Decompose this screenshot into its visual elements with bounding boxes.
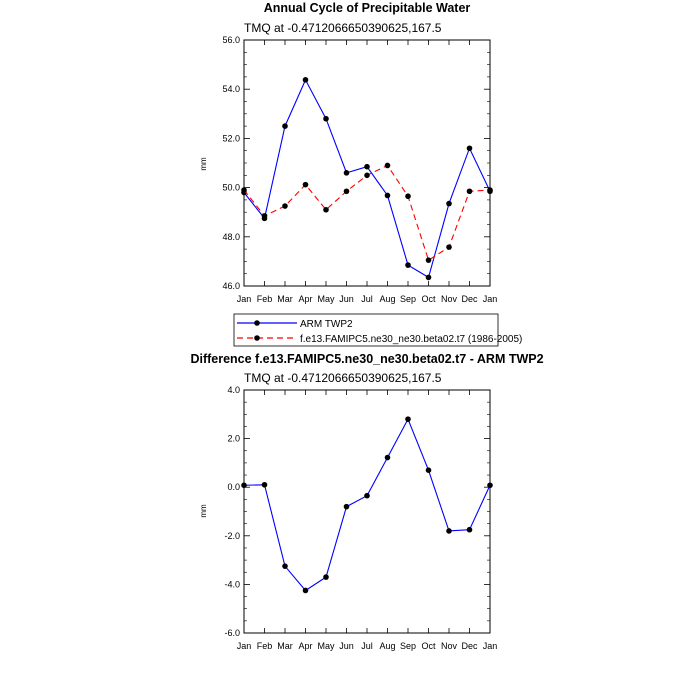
legend-label-arm: ARM TWP2 — [300, 319, 353, 330]
top-chart-series-0-point — [343, 170, 350, 176]
legend-box — [233, 313, 499, 347]
top-chart-xtick-label: Jul — [361, 294, 373, 304]
top-chart-series-0-point — [446, 200, 452, 207]
bottom-chart-xtick-label: Jan — [483, 641, 498, 651]
top-chart-series-0-point — [282, 123, 288, 129]
top-chart-ylabel: mm — [199, 157, 208, 171]
bottom-chart-subtitle: TMQ at -0.4712066650390625,167.5 — [244, 371, 442, 385]
top-chart-ytick-label: 56.0 — [222, 35, 240, 45]
bottom-chart-ytick-label: -6.0 — [224, 628, 240, 638]
top-chart-plot: Jan Feb Mar Apr May Jun Jul Aug Sep Oct Nov Dec Jan 4… — [222, 35, 497, 304]
top-chart-series-1-point — [446, 244, 452, 250]
top-chart-xtick-label: Nov — [441, 294, 458, 304]
top-chart-series-0-point — [302, 77, 309, 83]
bottom-chart-xtick-label: Jan — [237, 641, 252, 651]
top-chart-series-0-point — [405, 262, 411, 268]
bottom-chart-xtick-label: Oct — [421, 641, 436, 651]
top-chart-xtick-label: Mar — [277, 294, 293, 304]
top-chart-frame — [243, 39, 491, 287]
top-chart-xtick-label: Jan — [483, 294, 498, 304]
bottom-chart-ytick-label: 0.0 — [227, 482, 240, 492]
bottom-chart-series-0-point — [364, 492, 370, 499]
top-chart-ytick-label: 52.0 — [222, 133, 240, 143]
bottom-chart-xtick-label: Nov — [441, 641, 458, 651]
bottom-chart-ylabel: mm — [199, 504, 208, 518]
legend-label-model: f.e13.FAMIPC5.ne30_ne30.beta02.t7 (1986-… — [300, 334, 522, 345]
bottom-chart-series-0-point — [343, 503, 350, 510]
top-chart-xtick-label: Oct — [421, 294, 436, 304]
bottom-chart-series-0-point — [405, 416, 411, 422]
top-chart-series-1-point — [261, 213, 268, 219]
bottom-chart-series-0-point — [384, 454, 391, 461]
top-chart-ytick-label: 54.0 — [222, 84, 240, 94]
bottom-chart-ytick-label: 4.0 — [227, 385, 240, 395]
legend-marker-arm — [254, 320, 260, 326]
top-chart-xtick-label: Jan — [237, 294, 252, 304]
bottom-chart-series-0-point — [425, 467, 432, 473]
top-chart-xtick-label: Jun — [339, 294, 354, 304]
top-chart-ytick-label: 48.0 — [222, 232, 240, 242]
top-chart-series-1-point — [384, 162, 391, 169]
top-chart-series-0-point — [384, 192, 391, 199]
bottom-chart-series-0-point — [241, 482, 247, 489]
top-chart-ytick-label: 50.0 — [222, 183, 240, 193]
bottom-chart-xtick-label: Sep — [400, 641, 416, 651]
bottom-chart-xtick-label: Feb — [257, 641, 273, 651]
bottom-chart-xtick-label: Apr — [298, 641, 312, 651]
bottom-chart-frame — [243, 389, 491, 634]
top-chart-xtick-label: May — [317, 294, 335, 304]
top-chart-series-1-point — [405, 193, 411, 200]
bottom-chart-ytick-label: -4.0 — [224, 579, 240, 589]
top-chart-series-1-point — [364, 172, 370, 179]
top-chart-xtick-label: Sep — [400, 294, 416, 304]
top-chart-subtitle: TMQ at -0.4712066650390625,167.5 — [244, 21, 442, 35]
legend-item-arm: ARM TWP2 — [237, 319, 353, 330]
top-chart-series-1-point — [241, 187, 247, 193]
bottom-chart-series-0-point — [302, 587, 309, 594]
top-chart-series-1-point — [466, 188, 473, 195]
top-chart-title: Annual Cycle of Precipitable Water — [264, 1, 471, 15]
top-chart-xtick-label: Dec — [461, 294, 478, 304]
top-chart-series-0-line — [243, 78, 491, 279]
bottom-chart-series-0-point — [323, 574, 329, 580]
bottom-chart-title: Difference f.e13.FAMIPC5.ne30_ne30.beta0… — [190, 352, 543, 366]
bottom-chart-series-0-point — [487, 482, 493, 489]
legend-marker-model — [254, 335, 260, 341]
bottom-chart-series-0-point — [446, 528, 452, 534]
top-chart-xtick-label: Aug — [379, 294, 395, 304]
top-chart-series-1-point — [323, 206, 329, 213]
top-chart-series-0-point — [364, 163, 370, 170]
bottom-chart-series-0-point — [282, 563, 288, 569]
bottom-chart-xtick-label: Aug — [379, 641, 395, 651]
bottom-chart-ytick-label: 2.0 — [227, 434, 240, 444]
top-chart-series-0-point — [425, 274, 432, 281]
bottom-chart-series-0-point — [466, 526, 473, 533]
bottom-chart-xtick-label: Mar — [277, 641, 293, 651]
legend: ARM TWP2 f.e13.FAMIPC5.ne30_ne30.beta02.… — [233, 313, 522, 347]
bottom-chart-xtick-label: Dec — [461, 641, 478, 651]
top-chart-series-0-point — [323, 115, 329, 122]
bottom-chart-xtick-label: Jun — [339, 641, 354, 651]
top-chart-xtick-label: Feb — [257, 294, 273, 304]
top-chart-series-1-point — [343, 188, 350, 195]
top-chart-series-1-point — [282, 203, 288, 209]
top-chart-series-1-line — [243, 164, 491, 262]
bottom-chart-ytick-label: -2.0 — [224, 531, 240, 541]
bottom-chart-series-0-point — [261, 481, 268, 488]
top-chart-ytick-label: 46.0 — [222, 281, 240, 291]
top-chart-xtick-label: Apr — [298, 294, 312, 304]
top-chart-series-1-point — [425, 257, 432, 263]
bottom-chart-plot: Jan Feb Mar Apr May Jun Jul Aug Sep Oct Nov Dec Jan -… — [224, 385, 497, 651]
top-chart-series-0-point — [466, 145, 473, 152]
bottom-chart-xtick-label: May — [317, 641, 335, 651]
top-chart-series-1-point — [302, 181, 309, 188]
top-chart-series-1-point — [487, 187, 493, 193]
legend-item-model: f.e13.FAMIPC5.ne30_ne30.beta02.t7 (1986-… — [237, 334, 522, 345]
bottom-chart-xtick-label: Jul — [361, 641, 373, 651]
bottom-chart-series-0-line — [243, 417, 491, 592]
